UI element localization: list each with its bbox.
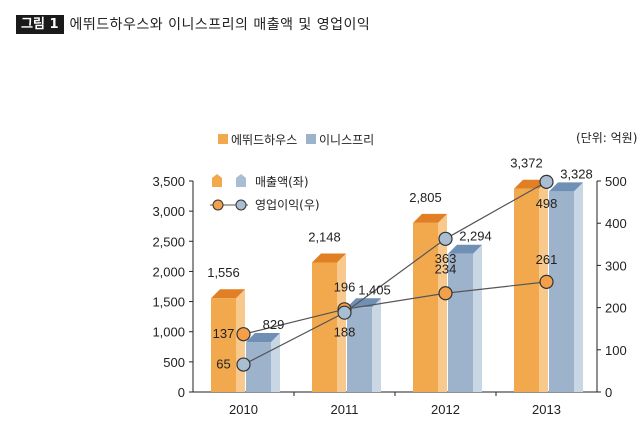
bar-label-innis: 1,405: [358, 282, 391, 297]
bar-label-etude: 3,372: [510, 156, 543, 171]
legend-profit-marker-innis: [235, 199, 247, 211]
bar-side-innis-2013: [574, 182, 583, 392]
unit-label: (단위: 억원): [576, 131, 637, 145]
bar-etude-2010: [211, 298, 236, 392]
legend-swatch-innis: [306, 134, 316, 144]
profit-label-etude: 261: [536, 252, 558, 267]
bar-top-innis-2012: [448, 244, 482, 254]
bar-label-etude: 1,556: [207, 265, 240, 280]
bar-etude-2012: [413, 222, 438, 392]
bar-side-innis-2012: [473, 244, 482, 392]
x-tick-label: 2012: [431, 402, 460, 417]
profit-label-etude: 137: [213, 326, 235, 341]
legend-label-profit: 영업이익(우): [255, 198, 320, 212]
profit-marker-innis-2012: [438, 231, 453, 246]
figure-tag: 그림 1: [16, 14, 64, 34]
legend-swatch-etude: [218, 134, 228, 144]
figure-title: 에뛰드하우스와 이니스프리의 매출액 및 영업이익: [69, 17, 371, 33]
bar-label-innis: 829: [263, 317, 285, 332]
bar-top-innis-2010: [246, 333, 280, 343]
profit-label-etude: 196: [334, 279, 356, 294]
bar-top-etude-2011: [312, 253, 346, 263]
y-right-tick-label: 0: [605, 385, 612, 400]
profit-label-etude: 234: [435, 261, 457, 276]
profit-label-innis: 363: [435, 251, 457, 266]
bar-side-etude-2011: [337, 253, 346, 392]
bar-label-innis: 3,328: [560, 166, 593, 181]
y-right-tick-label: 100: [605, 343, 627, 358]
bar-top-etude-2012: [413, 213, 447, 223]
profit-lines: [236, 174, 554, 372]
bar-side-innis-2011: [372, 298, 381, 392]
profit-marker-innis-2010: [236, 357, 251, 372]
legend-sales-swatch-etude: [212, 174, 222, 187]
profit-line-innis: [243, 181, 547, 366]
y-left-tick-label: 1,500: [152, 295, 185, 310]
bar-label-etude: 2,148: [308, 230, 341, 245]
profit-label-innis: 188: [334, 325, 356, 340]
y-right-tick-label: 500: [605, 174, 627, 189]
bar-side-etude-2012: [438, 213, 447, 392]
bar-top-innis-2013: [549, 182, 583, 192]
y-left-tick-label: 2,500: [152, 234, 185, 249]
y-left-tick-label: 3,000: [152, 204, 185, 219]
legend: 에뛰드하우스 이니스프리 매출액(좌) 영업이익(우): [210, 133, 374, 212]
x-tick-label: 2011: [331, 402, 359, 417]
profit-label-innis: 65: [216, 357, 230, 372]
bar-label-etude: 2,805: [409, 190, 442, 205]
bar-innis-2012: [448, 253, 473, 392]
x-tick-label: 2010: [229, 402, 258, 417]
data-labels: 1,556 2,148 2,805 3,372 829 1,405 2,294 3,328 13…: [207, 156, 593, 372]
profit-marker-innis-2011: [337, 305, 352, 320]
profit-label-innis: 498: [536, 196, 558, 211]
y-left-tick-label: 3,500: [152, 174, 185, 189]
legend-label-innis: 이니스프리: [319, 133, 374, 147]
y-right-tick-label: 400: [605, 216, 627, 231]
x-tick-label: 2013: [532, 402, 561, 417]
y-right-tick-label: 200: [605, 301, 627, 316]
y-left-tick-label: 500: [163, 355, 185, 370]
y-right-tick-label: 300: [605, 258, 627, 273]
bar-label-innis: 2,294: [459, 229, 492, 244]
legend-label-sales: 매출액(좌): [255, 175, 309, 189]
profit-marker-etude-2012: [438, 286, 453, 301]
bar-side-innis-2010: [271, 333, 280, 392]
bar-top-etude-2010: [211, 289, 245, 299]
bar-etude-2013: [514, 188, 539, 392]
bar-innis-2013: [549, 191, 574, 392]
axes: 0 500 1,000 1,500 2,000 2,500 3,000 3,500 0 100 20…: [152, 174, 626, 417]
figure-header: 그림 1 에뛰드하우스와 이니스프리의 매출액 및 영업이익: [16, 14, 370, 34]
bar-innis-2011: [347, 307, 372, 392]
y-left-tick-label: 2,000: [152, 264, 185, 279]
profit-marker-innis-2013: [539, 174, 554, 189]
legend-profit-marker-etude: [212, 199, 224, 211]
y-left-tick-label: 0: [178, 385, 185, 400]
legend-sales-swatch-innis: [236, 174, 246, 187]
profit-marker-etude-2010: [236, 327, 251, 342]
legend-label-etude: 에뛰드하우스: [231, 133, 297, 147]
profit-line-etude: [243, 281, 547, 335]
profit-marker-etude-2013: [539, 274, 554, 289]
y-left-tick-label: 1,000: [152, 325, 185, 340]
